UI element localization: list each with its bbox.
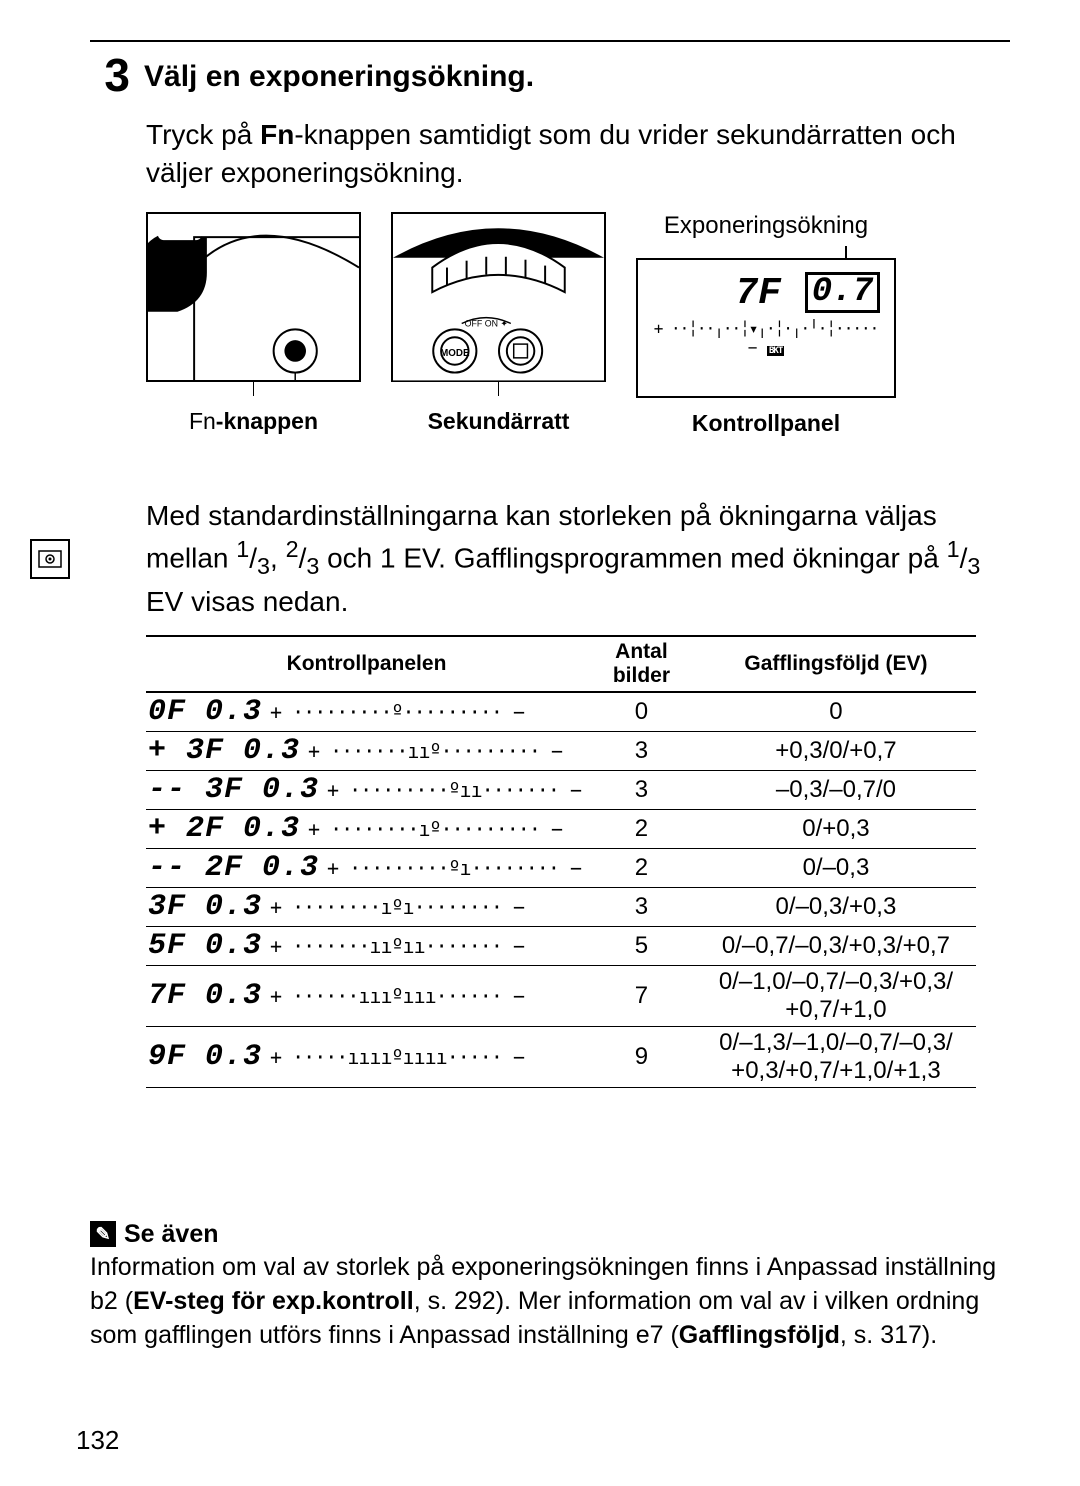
sequence-cell: 0/+0,3	[696, 809, 976, 848]
page-number: 132	[76, 1425, 119, 1456]
table-row: + 2F 0.3+ ········ıº········· −20/+0,3	[146, 809, 976, 848]
panel-cell: + 2F 0.3+ ········ıº········· −	[146, 809, 587, 848]
manual-page: 3 Välj en exponeringsökning. Tryck på Fn…	[0, 0, 1080, 1383]
control-panel-label: Kontrollpanel	[692, 410, 840, 437]
table-row: + 3F 0.3+ ·······ııº········· −3+0,3/0/+…	[146, 731, 976, 770]
table-row: 0F 0.3+ ·········º········· −00	[146, 692, 976, 732]
bracketing-table: Kontrollpanelen Antal bilder Gafflingsfö…	[146, 635, 976, 1088]
secondary-dial-label: Sekundärratt	[428, 408, 570, 435]
table-row: 7F 0.3+ ······ıııºııı······ −70/–1,0/–0,…	[146, 965, 976, 1026]
intro-part1: Tryck på	[146, 119, 260, 150]
mid-paragraph: Med standardinställningarna kan storleke…	[146, 497, 1010, 621]
step-title: Välj en exponeringsökning.	[144, 60, 534, 94]
table-row: -- 3F 0.3+ ·········ºıı······· −3–0,3/–0…	[146, 770, 976, 809]
lcd-increment: 0.7	[805, 272, 880, 314]
step-number: 3	[90, 52, 130, 98]
count-cell: 3	[587, 731, 696, 770]
count-cell: 5	[587, 926, 696, 965]
control-panel-illustration: 7F 0.7 + ··╎··╷··╎▾╷·╎·╷·╵·╎····· − BKT	[636, 258, 896, 398]
panel-cell: 9F 0.3+ ·····ııııºıııı····· −	[146, 1026, 587, 1087]
fn-prefix: Fn	[189, 408, 216, 434]
panel-cell: 5F 0.3+ ·······ııºıı······· −	[146, 926, 587, 965]
count-cell: 2	[587, 809, 696, 848]
see-also-heading: ✎ Se även	[90, 1218, 1010, 1252]
diagram-row: Fn-knappen	[146, 212, 1010, 437]
count-cell: 2	[587, 848, 696, 887]
lcd-bkt: BKT	[767, 346, 784, 356]
intro-text: Tryck på Fn-knappen samtidigt som du vri…	[146, 116, 1010, 192]
see-also-section: ✎ Se även Information om val av storlek …	[90, 1218, 1010, 1353]
table-body: 0F 0.3+ ·········º········· −00+ 3F 0.3+…	[146, 692, 976, 1088]
sequence-cell: 0/–1,0/–0,7/–0,3/+0,3/ +0,7/+1,0	[696, 965, 976, 1026]
fn-button-label: Fn-knappen	[189, 408, 318, 435]
exposure-increment-label: Exponeringsökning	[664, 212, 868, 240]
pencil-icon: ✎	[90, 1221, 116, 1247]
sequence-cell: +0,3/0/+0,7	[696, 731, 976, 770]
secondary-dial-illustration: MODE OFF ON ✦	[391, 212, 606, 382]
table-row: 5F 0.3+ ·······ııºıı······· −50/–0,7/–0,…	[146, 926, 976, 965]
diagram-fn-button: Fn-knappen	[146, 212, 361, 435]
diagram-secondary-dial: MODE OFF ON ✦ Sekundärratt	[391, 212, 606, 435]
step-header: 3 Välj en exponeringsökning.	[90, 52, 1010, 98]
panel-cell: -- 2F 0.3+ ·········ºı········ −	[146, 848, 587, 887]
pointer-line	[498, 382, 499, 396]
fn-button-illustration	[146, 212, 361, 382]
sequence-cell: 0/–0,3/+0,3	[696, 887, 976, 926]
side-tab-icon	[30, 539, 70, 579]
col-count: Antal bilder	[587, 636, 696, 692]
svg-text:MODE: MODE	[440, 347, 470, 358]
count-cell: 0	[587, 692, 696, 732]
panel-cell: 7F 0.3+ ······ıııºııı······ −	[146, 965, 587, 1026]
count-cell: 9	[587, 1026, 696, 1087]
count-cell: 3	[587, 887, 696, 926]
lead-line	[845, 246, 847, 258]
panel-cell: 0F 0.3+ ·········º········· −	[146, 692, 587, 732]
pointer-line	[253, 382, 254, 396]
table-row: -- 2F 0.3+ ·········ºı········ −20/–0,3	[146, 848, 976, 887]
count-cell: 3	[587, 770, 696, 809]
fn-suffix: -knappen	[216, 408, 318, 434]
sequence-cell: 0/–0,7/–0,3/+0,3/+0,7	[696, 926, 976, 965]
lcd-scale-text: + ··╎··╷··╎▾╷·╎·╷·╵·╎····· −	[654, 319, 878, 357]
lcd-frames: 7F	[735, 272, 781, 315]
sequence-cell: 0/–1,3/–1,0/–0,7/–0,3/ +0,3/+0,7/+1,0/+1…	[696, 1026, 976, 1087]
intro-fn: Fn	[260, 119, 294, 150]
table-row: 9F 0.3+ ·····ııııºıııı····· −90/–1,3/–1,…	[146, 1026, 976, 1087]
table-row: 3F 0.3+ ········ıºı········ −30/–0,3/+0,…	[146, 887, 976, 926]
sequence-cell: 0/–0,3	[696, 848, 976, 887]
table-header: Kontrollpanelen Antal bilder Gafflingsfö…	[146, 636, 976, 692]
see-also-body: Information om val av storlek på exponer…	[90, 1251, 1010, 1352]
sequence-cell: –0,3/–0,7/0	[696, 770, 976, 809]
count-cell: 7	[587, 965, 696, 1026]
panel-cell: + 3F 0.3+ ·······ııº········· −	[146, 731, 587, 770]
diagram-control-panel: Exponeringsökning 7F 0.7 + ··╎··╷··╎▾╷·╎…	[636, 212, 896, 437]
panel-cell: 3F 0.3+ ········ıºı········ −	[146, 887, 587, 926]
col-sequence: Gafflingsföljd (EV)	[696, 636, 976, 692]
top-rule	[90, 40, 1010, 42]
panel-cell: -- 3F 0.3+ ·········ºıı······· −	[146, 770, 587, 809]
sequence-cell: 0	[696, 692, 976, 732]
col-panel: Kontrollpanelen	[146, 636, 587, 692]
lcd-scale: + ··╎··╷··╎▾╷·╎·╷·╵·╎····· − BKT	[652, 319, 880, 357]
see-also-title: Se även	[124, 1218, 219, 1252]
